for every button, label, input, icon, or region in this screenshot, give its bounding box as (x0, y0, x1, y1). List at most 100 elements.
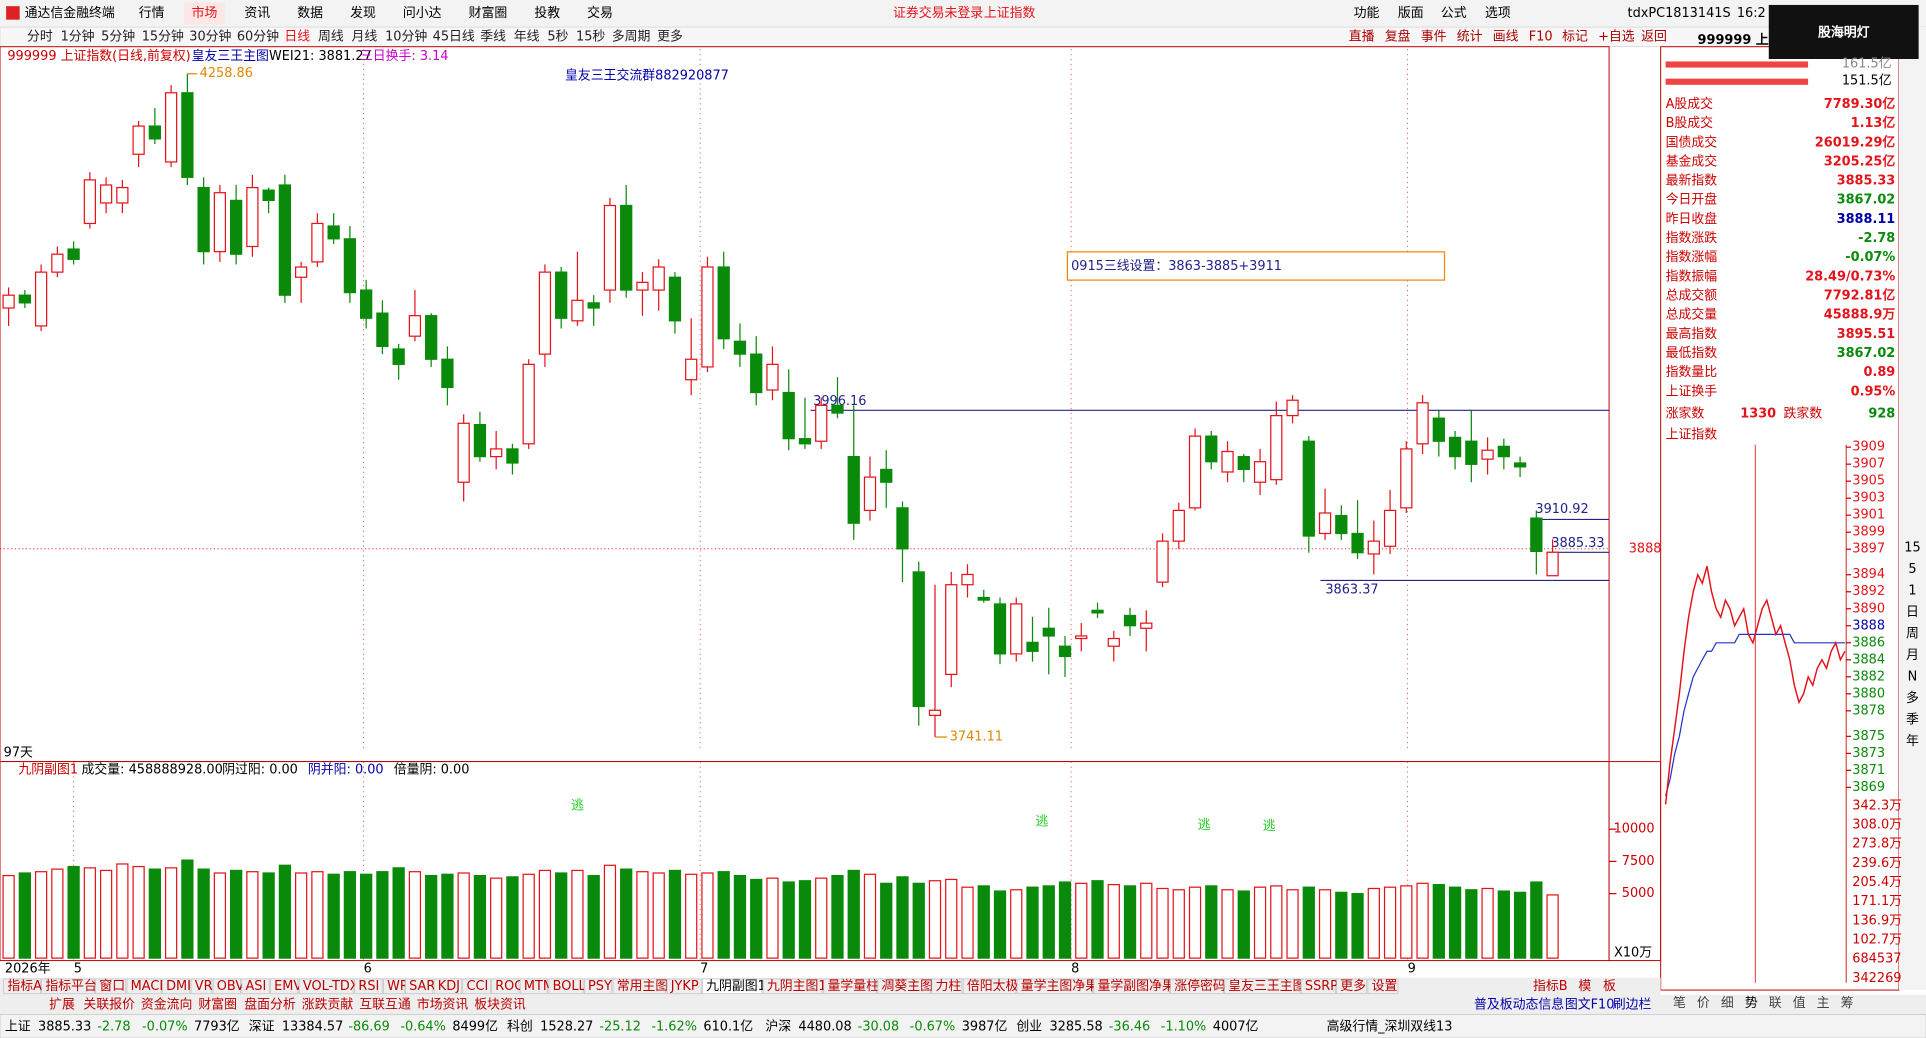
tool-button[interactable]: 画线 (1493, 29, 1519, 44)
menu-item[interactable]: 资讯 (244, 6, 270, 21)
side-icon[interactable]: N (1908, 669, 1918, 684)
info-tab[interactable]: 板块资讯 (474, 997, 526, 1012)
side-tab[interactable]: 笔 (1673, 995, 1686, 1011)
indicator-tab[interactable]: SSRP (1305, 979, 1338, 994)
side-icon[interactable]: 季 (1906, 712, 1919, 727)
menu-item[interactable]: 交易 (587, 5, 613, 21)
tool-button[interactable]: 统计 (1457, 29, 1483, 44)
info-tab[interactable]: 图文F10 (1565, 997, 1615, 1012)
side-tab[interactable]: 值 (1793, 995, 1806, 1011)
side-icon[interactable]: 日 (1906, 605, 1919, 620)
period-button[interactable]: 1分钟 (61, 28, 95, 44)
period-button[interactable]: 5秒 (547, 29, 568, 44)
indicator-tab[interactable]: SAR (409, 979, 435, 994)
period-button[interactable]: 30分钟 (189, 28, 231, 44)
menu-item[interactable]: 数据 (297, 6, 323, 21)
period-button[interactable]: 日线 (284, 29, 310, 44)
indicator-tab[interactable]: 量学主图净果 (1021, 978, 1098, 994)
side-icon[interactable]: 年 (1906, 734, 1919, 749)
period-button[interactable]: 分时 (27, 29, 53, 44)
side-tab[interactable]: 联 (1769, 996, 1782, 1011)
indicator-tab[interactable]: PSY (588, 979, 612, 994)
info-tab[interactable]: 刷边栏 (1613, 997, 1652, 1012)
indicator-tab[interactable]: EMV (274, 979, 302, 994)
indicator-tab[interactable]: MACD (131, 979, 170, 994)
period-button[interactable]: 月线 (352, 29, 378, 44)
indicator-tab[interactable]: 涨停密码 (1174, 978, 1226, 994)
menu-item[interactable]: 市场 (192, 5, 218, 21)
tool-button[interactable]: 复盘 (1385, 28, 1411, 44)
side-tab[interactable]: 筹 (1841, 995, 1854, 1011)
indicator-tab[interactable]: 量学副图净果 (1098, 978, 1175, 994)
side-tab[interactable]: 细 (1721, 996, 1734, 1011)
info-tab[interactable]: 财富圈 (198, 996, 237, 1012)
indicator-tab[interactable]: 倍阳太极 (967, 979, 1019, 994)
side-tab[interactable]: 主 (1817, 996, 1830, 1011)
side-tab[interactable]: 价 (1697, 996, 1710, 1011)
menu-item[interactable]: 发现 (350, 5, 376, 21)
indicator-tab[interactable]: 九阴副图1 (706, 979, 766, 994)
indicator-tab[interactable]: VOL-TDX (303, 979, 359, 994)
period-button[interactable]: 15秒 (576, 29, 605, 44)
info-tab[interactable]: 盘面分析 (244, 996, 296, 1012)
menu-item[interactable]: 财富圈 (469, 5, 508, 21)
menu-item[interactable]: 行情 (139, 6, 165, 21)
side-tab[interactable]: 势 (1745, 995, 1758, 1011)
tool-button[interactable]: 事件 (1421, 29, 1447, 44)
indicator-tab[interactable]: JYKP (670, 979, 699, 994)
menu-item[interactable]: 功能 (1354, 6, 1380, 21)
tool-button[interactable]: F10 (1529, 29, 1553, 44)
info-tab[interactable]: 扩展 (49, 997, 75, 1012)
indicator-tab[interactable]: 模 (1578, 979, 1591, 994)
period-button[interactable]: 15分钟 (142, 28, 184, 44)
indicator-tab[interactable]: 九阴主图1 (767, 979, 827, 994)
menu-item[interactable]: 投教 (534, 5, 560, 21)
menu-item[interactable]: 公式 (1441, 6, 1467, 21)
info-tab[interactable]: 普及板动态信息 (1474, 996, 1564, 1012)
side-icon[interactable]: 多 (1906, 691, 1919, 706)
period-button[interactable]: 年线 (514, 29, 540, 44)
info-tab[interactable]: 关联报价 (83, 997, 135, 1012)
indicator-tab[interactable]: 设置 (1372, 979, 1398, 994)
period-button[interactable]: 60分钟 (237, 28, 279, 44)
tool-button[interactable]: 返回 (1641, 29, 1667, 44)
indicator-tab[interactable]: CCI (467, 979, 489, 994)
indicator-tab[interactable]: 力柱 (936, 979, 962, 994)
indicator-tab[interactable]: 指标平台 (45, 979, 97, 994)
indicator-tab[interactable]: ROC (495, 979, 523, 994)
tool-button[interactable]: +自选 (1598, 29, 1635, 44)
tool-button[interactable]: 标记 (1562, 29, 1588, 44)
info-tab[interactable]: 市场资讯 (417, 996, 469, 1012)
indicator-tab[interactable]: 更多 (1340, 979, 1366, 994)
indicator-tab[interactable]: 指标B (1533, 979, 1568, 994)
period-button[interactable]: 5分钟 (101, 28, 135, 44)
menu-item[interactable]: 版面 (1398, 6, 1424, 21)
indicator-tab[interactable]: DMI (166, 979, 191, 994)
period-button[interactable]: 更多 (657, 29, 683, 44)
period-button[interactable]: 45日线 (433, 29, 475, 44)
indicator-tab[interactable]: KDJ (438, 979, 460, 994)
indicator-tab[interactable]: 窗口 (99, 978, 125, 994)
indicator-tab[interactable]: 指标A (7, 979, 42, 994)
tool-button[interactable]: 直播 (1349, 29, 1375, 44)
period-button[interactable]: 周线 (318, 29, 344, 44)
indicator-tab[interactable]: WR (387, 979, 409, 994)
info-tab[interactable]: 互联互通 (359, 997, 411, 1012)
side-icon[interactable]: 月 (1906, 648, 1919, 663)
menu-item[interactable]: 问小达 (403, 6, 442, 21)
indicator-tab[interactable]: VR (195, 979, 213, 994)
menu-item[interactable]: 选项 (1485, 6, 1511, 21)
info-tab[interactable]: 涨跌贡献 (302, 996, 354, 1012)
indicator-tab[interactable]: 板 (1603, 979, 1616, 994)
indicator-tab[interactable]: 凋葵主图 (882, 979, 934, 994)
info-tab[interactable]: 资金流向 (141, 996, 193, 1012)
side-icon[interactable]: 1 (1908, 583, 1916, 598)
period-button[interactable]: 季线 (480, 29, 506, 44)
side-icon[interactable]: 15 (1904, 540, 1920, 555)
indicator-tab[interactable]: OBV (217, 979, 245, 994)
indicator-tab[interactable]: RSI (358, 979, 379, 994)
period-button[interactable]: 10分钟 (385, 28, 427, 44)
indicator-tab[interactable]: 皇友三王主图 (1228, 978, 1305, 994)
side-icon[interactable]: 周 (1906, 626, 1919, 641)
indicator-tab[interactable]: MTM (524, 979, 554, 994)
